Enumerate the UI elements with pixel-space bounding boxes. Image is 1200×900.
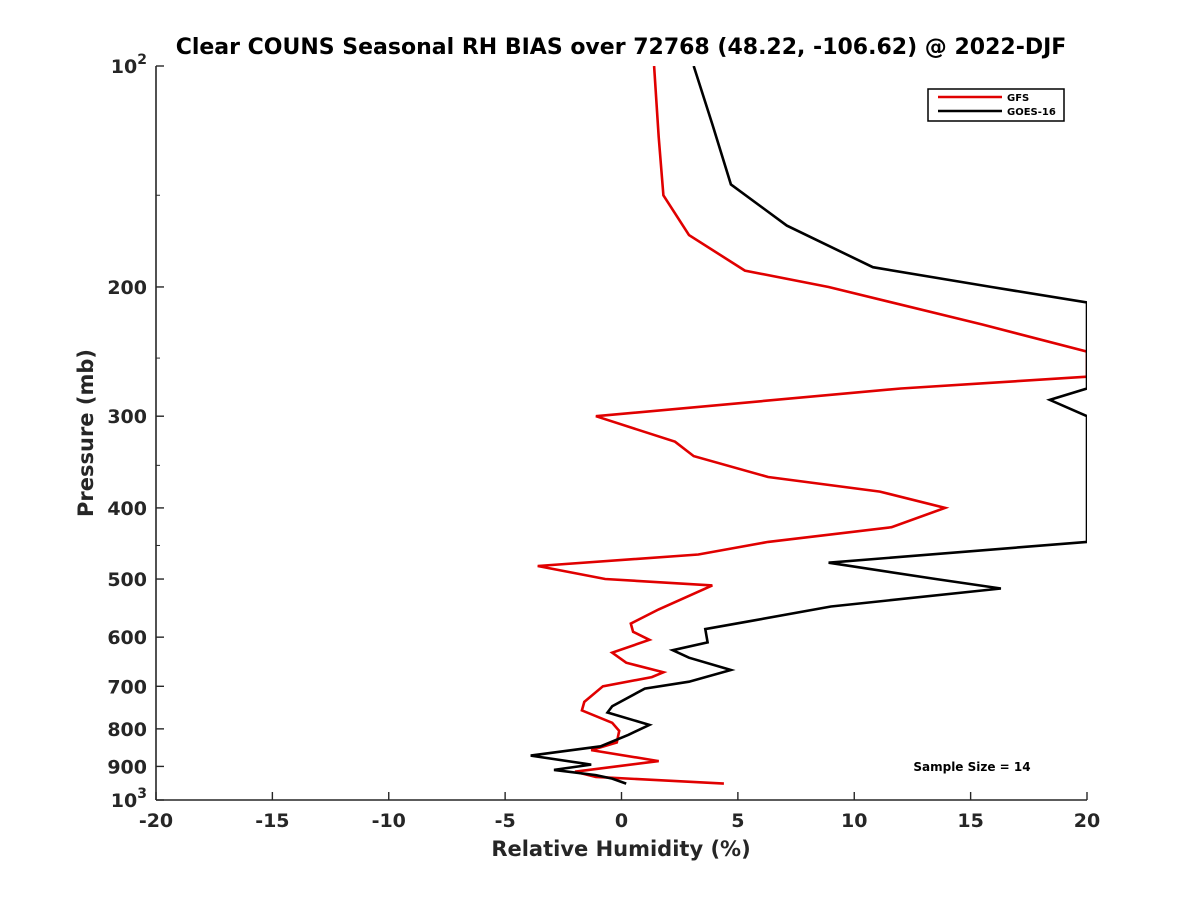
y-tick-label: 600 [107, 627, 147, 649]
x-tick-label: -20 [139, 810, 173, 832]
y-tick-label: 300 [107, 406, 147, 428]
series-line-goes16 [530, 66, 1087, 785]
y-tick-label: 800 [107, 719, 147, 741]
x-tick-label: 20 [1074, 810, 1100, 832]
chart-title: Clear COUNS Seasonal RH BIAS over 72768 … [176, 35, 1067, 60]
y-tick-label-power: 103 [111, 786, 147, 812]
x-tick-label: -10 [372, 810, 406, 832]
legend-label-goes16: GOES-16 [1007, 107, 1056, 118]
y-axis-label: Pressure (mb) [74, 349, 98, 517]
y-tick-label: 200 [107, 277, 147, 299]
x-tick-label: -15 [255, 810, 289, 832]
x-tick-label: 0 [615, 810, 628, 832]
y-tick-label: 400 [107, 498, 147, 520]
x-ticks: -20 -15 -10 -5 0 5 10 15 20 [139, 792, 1100, 832]
x-tick-label: 5 [731, 810, 744, 832]
y-tick-label: 500 [107, 569, 147, 591]
sample-size-annotation: Sample Size = 14 [913, 760, 1030, 774]
y-tick-label-power: 102 [111, 52, 147, 78]
legend: GFS GOES-16 [927, 88, 1065, 122]
legend-label-gfs: GFS [1007, 93, 1029, 104]
series-layer [530, 66, 1087, 785]
x-tick-label: 10 [841, 810, 867, 832]
y-tick-label: 900 [107, 756, 147, 778]
y-tick-label: 700 [107, 676, 147, 698]
series-line-gfs [537, 66, 1087, 785]
x-axis-label: Relative Humidity (%) [491, 837, 750, 861]
x-tick-label: -5 [495, 810, 516, 832]
x-tick-label: 15 [957, 810, 983, 832]
y-ticks: 200 300 400 500 600 700 800 900 102 103 [107, 52, 164, 812]
legend-box [927, 88, 1065, 122]
